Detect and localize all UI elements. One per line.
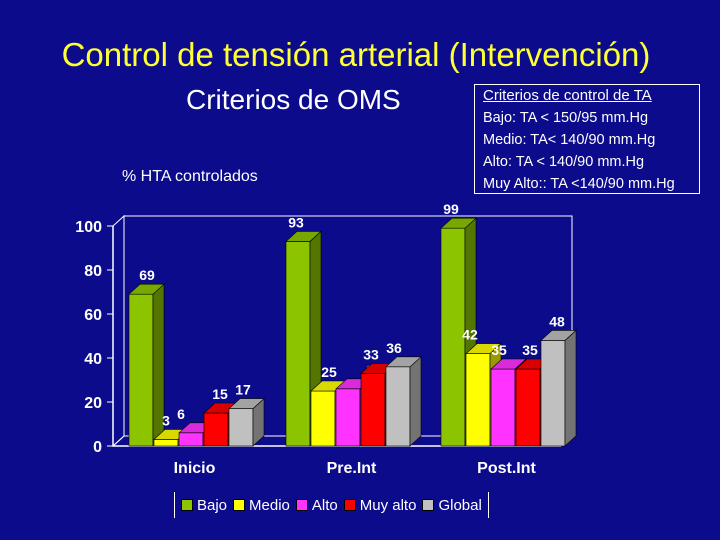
data-label: 3 <box>162 412 170 428</box>
data-label: 6 <box>177 406 185 422</box>
bar <box>540 340 566 447</box>
bar <box>285 241 311 447</box>
data-label: 25 <box>321 364 337 380</box>
data-label: 15 <box>212 386 228 402</box>
chart-legend: Bajo Medio Alto Muy alto Global <box>174 492 489 518</box>
data-label: 42 <box>462 327 478 343</box>
legend-swatch <box>233 499 246 511</box>
bar <box>385 366 411 447</box>
bar <box>203 412 229 447</box>
y-tick-label: 40 <box>84 351 102 368</box>
legend-swatch <box>181 499 193 511</box>
data-label: 93 <box>288 214 304 230</box>
criteria-item: Muy Alto:: TA <140/90 mm.Hg <box>483 176 675 192</box>
side-wall <box>112 214 125 448</box>
y-tick-label: 80 <box>84 263 102 280</box>
bar-top <box>385 356 422 368</box>
bar-top <box>285 231 322 242</box>
criteria-item: Bajo: TA < 150/95 mm.Hg <box>483 110 649 126</box>
data-label: 35 <box>522 342 538 358</box>
bar-top <box>440 217 477 229</box>
legend-item: Muy alto <box>343 496 417 514</box>
bar <box>178 432 204 447</box>
x-tick-label: Inicio <box>174 460 216 477</box>
bar <box>440 227 466 447</box>
x-tick-label: Post.Int <box>477 460 536 477</box>
y-tick-label: 0 <box>93 439 102 456</box>
y-axis-caption: % HTA controlados <box>122 168 258 185</box>
bar <box>128 293 154 447</box>
data-label: 99 <box>443 201 459 217</box>
data-label: 69 <box>139 267 155 283</box>
data-label: 33 <box>363 346 379 362</box>
criteria-box: Criterios de control de TA Bajo: TA < 15… <box>474 84 700 194</box>
bar-side <box>564 329 577 447</box>
legend-item: Global <box>422 496 482 514</box>
bar-top <box>540 330 577 341</box>
bar-top <box>465 343 502 354</box>
criteria-item: Medio: TA< 140/90 mm.Hg <box>483 132 656 148</box>
legend-swatch <box>343 499 356 511</box>
y-tick-label: 60 <box>84 307 102 324</box>
data-label: 35 <box>491 342 507 358</box>
bar-side <box>409 356 422 447</box>
y-tick-label: 20 <box>84 395 102 412</box>
criteria-list: Bajo: TA < 150/95 mm.Hg Medio: TA< 140/9… <box>483 107 699 195</box>
bar-top <box>128 283 165 295</box>
bar-top <box>490 358 527 370</box>
legend-swatch <box>422 499 435 511</box>
x-tick-label: Pre.Int <box>327 460 377 477</box>
legend-label: Muy alto <box>359 496 417 514</box>
legend-item: Alto <box>295 496 338 514</box>
data-label: 48 <box>549 313 565 329</box>
legend-swatch <box>295 499 308 511</box>
y-tick-label: 100 <box>75 219 102 236</box>
bar <box>465 353 491 447</box>
bar <box>153 439 179 447</box>
legend-label: Bajo <box>197 496 228 514</box>
bar-top <box>228 398 265 409</box>
criteria-title: Criterios de control de TA <box>483 87 652 104</box>
bar <box>310 390 336 447</box>
bar <box>228 408 254 447</box>
bar <box>335 388 361 447</box>
data-label: 17 <box>235 382 251 398</box>
legend-item: Bajo <box>181 497 227 514</box>
legend-label: Alto <box>311 496 338 514</box>
bar <box>360 373 386 447</box>
criteria-item: Alto: TA < 140/90 mm.Hg <box>483 154 645 170</box>
bar <box>490 368 516 447</box>
legend-item: Medio <box>233 497 290 514</box>
legend-label: Medio <box>249 496 290 514</box>
slide-title: Control de tensión arterial (Intervenció… <box>61 36 651 73</box>
bar <box>515 368 541 447</box>
slide-subtitle: Criterios de OMS <box>186 84 401 115</box>
legend-label: Global <box>438 496 482 514</box>
data-label: 36 <box>386 340 402 356</box>
